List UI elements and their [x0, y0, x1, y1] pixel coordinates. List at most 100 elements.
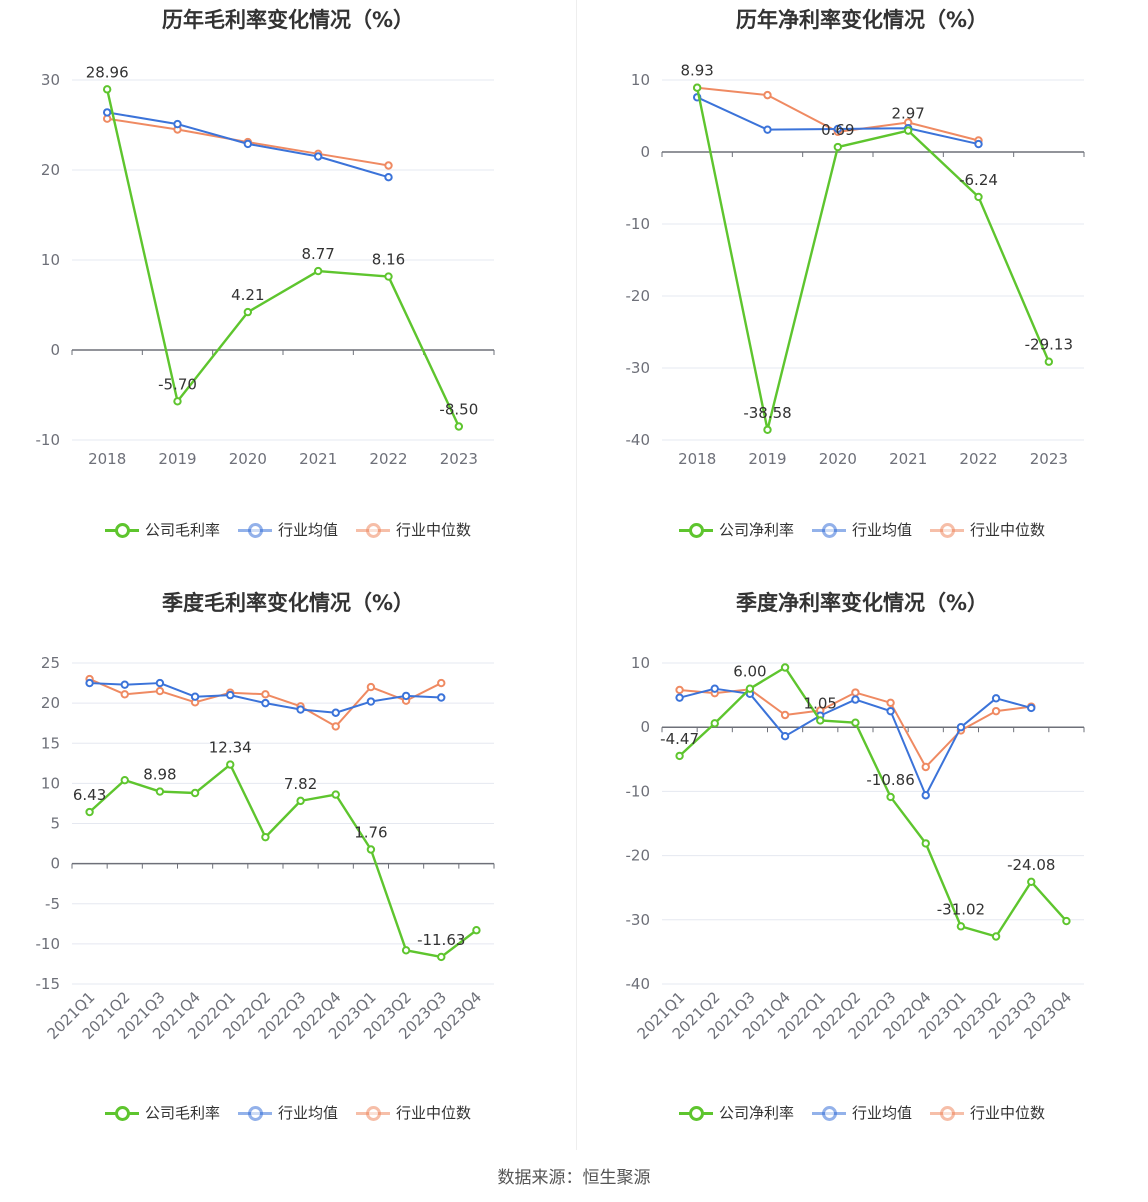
data-label: -31.02	[937, 900, 985, 918]
data-point	[675, 685, 684, 695]
data-label: 1.05	[804, 694, 837, 712]
data-point	[886, 706, 895, 716]
data-point	[763, 425, 772, 434]
data-label: 2.97	[891, 105, 924, 123]
series-line-company	[695, 87, 1050, 431]
data-label: 1.76	[354, 824, 387, 842]
data-point	[226, 760, 235, 769]
data-point	[437, 952, 446, 962]
data-label: 4.21	[231, 286, 264, 304]
data-point	[120, 690, 129, 699]
y-tick-label: 25	[41, 654, 60, 672]
data-label: 6.00	[733, 663, 766, 681]
legend-marker-icon	[104, 1105, 139, 1121]
data-label: -38.58	[743, 404, 791, 422]
data-source-note: 数据来源：恒生聚源	[497, 1168, 651, 1188]
y-tick-label: 0	[640, 143, 650, 161]
legend-label: 公司净利率	[718, 1104, 794, 1122]
line-chart: -40-30-20-100102021Q12021Q22021Q32021Q42…	[626, 654, 1085, 1043]
legend-item-industry-median[interactable]: 行业中位数	[356, 1102, 471, 1123]
legend-item-company[interactable]: 公司毛利率	[104, 1102, 220, 1123]
y-tick-label: -20	[626, 287, 651, 305]
y-tick-label: -15	[36, 975, 61, 993]
chart-panel-annual-gross-margin: 历年毛利率变化情况（%） -10 0 10 20 30 2018 2019 2020 2021 2…	[0, 0, 576, 580]
data-label: -8.50	[439, 401, 478, 419]
line-chart: -40 -30 -20 -10 0 10 2018 2019 2020 2021 2022 2023 8…	[626, 62, 1085, 468]
x-tick-label: 2023	[440, 450, 478, 468]
x-tick-label: 2021	[299, 450, 337, 468]
y-tick-label: 10	[41, 251, 60, 269]
data-point	[472, 926, 481, 935]
data-point	[974, 139, 983, 149]
data-point	[745, 684, 755, 693]
chart-title: 季度净利率变化情况（%）	[735, 591, 989, 615]
data-point	[851, 688, 860, 697]
data-label: -10.86	[866, 771, 914, 789]
data-point	[366, 682, 376, 692]
data-point	[833, 142, 843, 152]
data-point	[710, 684, 719, 693]
legend-item-company[interactable]: 公司毛利率	[104, 519, 220, 540]
data-point	[331, 708, 340, 717]
legend-label: 行业中位数	[970, 521, 1046, 539]
x-tick-label: 2022	[959, 450, 997, 468]
legend-item-industry-average[interactable]: 行业均值	[811, 519, 912, 540]
legend-marker-icon	[930, 522, 964, 538]
legend-marker-icon	[237, 1105, 272, 1121]
legend-item-industry-median[interactable]: 行业中位数	[930, 1102, 1045, 1123]
x-tick-label: 2020	[819, 450, 857, 468]
legend-marker-icon	[678, 1105, 713, 1121]
x-tick-label: 2019	[748, 450, 786, 468]
chart-legend: 公司毛利率 行业均值 行业中位数	[0, 1102, 576, 1123]
chart-title: 历年毛利率变化情况（%）	[161, 8, 415, 32]
legend-label: 行业均值	[277, 1104, 338, 1122]
legend-label: 公司毛利率	[144, 1104, 220, 1122]
legend-label: 行业中位数	[396, 1104, 472, 1122]
data-label: 6.43	[73, 786, 106, 804]
chart-legend: 公司毛利率 行业均值 行业中位数	[0, 519, 576, 540]
legend-item-industry-median[interactable]: 行业中位数	[356, 519, 471, 540]
data-point	[886, 792, 895, 802]
data-point	[296, 796, 305, 806]
legend-item-industry-median[interactable]: 行业中位数	[930, 519, 1045, 540]
chart-panel-quarterly-net-margin: 季度净利率变化情况（%） -40 -30 -20 -10 0 10 2021Q1 2021Q2…	[576, 583, 1148, 1153]
series-line-company	[88, 763, 478, 959]
y-tick-label: -30	[626, 359, 651, 377]
data-point	[886, 698, 895, 708]
x-tick-label: 2018	[88, 450, 126, 468]
y-tick-label: -10	[626, 215, 651, 233]
x-tick-label: 2018	[678, 450, 716, 468]
data-point	[366, 845, 376, 854]
chart-legend: 公司净利率 行业均值 行业中位数	[576, 519, 1148, 540]
y-tick-label: 0	[50, 341, 60, 359]
legend-label: 公司毛利率	[144, 521, 220, 539]
legend-label: 行业中位数	[970, 1104, 1046, 1122]
y-tick-label: 30	[41, 71, 60, 89]
data-point	[155, 678, 165, 688]
legend-item-company[interactable]: 公司净利率	[678, 1102, 794, 1123]
legend-item-industry-average[interactable]: 行业均值	[811, 1102, 912, 1123]
legend-item-company[interactable]: 公司净利率	[678, 519, 794, 540]
data-point	[710, 719, 719, 728]
legend-item-industry-average[interactable]: 行业均值	[237, 1102, 338, 1123]
data-point	[780, 663, 790, 672]
legend-label: 行业均值	[277, 521, 338, 539]
data-point	[85, 678, 94, 688]
y-tick-label: 5	[50, 815, 60, 833]
legend-label: 公司净利率	[718, 521, 794, 539]
y-tick-label: 10	[41, 774, 60, 792]
legend-marker-icon	[104, 522, 139, 538]
legend-item-industry-average[interactable]: 行业均值	[237, 519, 338, 540]
y-tick-label: -10	[626, 782, 651, 800]
legend-marker-icon	[678, 522, 713, 538]
y-tick-label: -40	[626, 975, 651, 993]
data-point	[313, 266, 323, 276]
data-point	[102, 85, 112, 94]
data-point	[763, 90, 772, 100]
data-point	[190, 692, 200, 701]
data-point	[437, 678, 446, 688]
data-label: 8.16	[372, 251, 405, 269]
chart-title: 季度毛利率变化情况（%）	[161, 591, 415, 615]
data-point	[1027, 877, 1036, 886]
data-point	[85, 807, 94, 817]
